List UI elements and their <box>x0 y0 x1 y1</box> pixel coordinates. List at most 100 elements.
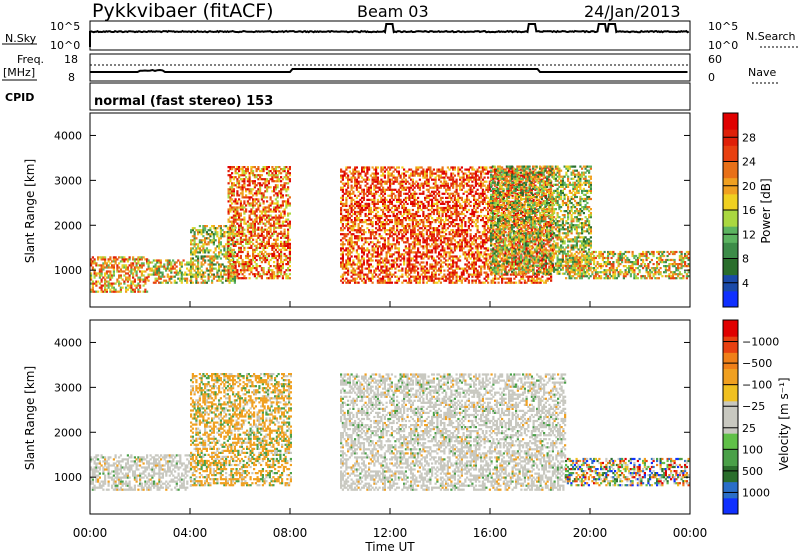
power-cell <box>420 261 423 264</box>
power-cell <box>125 272 128 275</box>
power-cell <box>173 281 176 284</box>
power-cell <box>441 231 444 234</box>
power-cell <box>151 267 154 270</box>
power-cell <box>218 243 221 246</box>
power-cell <box>119 274 122 277</box>
power-cell <box>459 239 462 242</box>
power-cell <box>125 290 128 293</box>
power-cell <box>478 281 481 284</box>
power-cell <box>418 206 421 210</box>
power-cell <box>443 239 446 242</box>
power-cell <box>429 223 432 226</box>
freq-label: Freq. <box>17 53 44 66</box>
power-cell <box>448 168 451 171</box>
power-cell <box>266 214 269 217</box>
power-cell <box>443 202 446 205</box>
power-cell <box>281 170 284 173</box>
power-cell <box>495 194 498 197</box>
power-cell <box>91 256 94 259</box>
power-cell <box>397 172 400 175</box>
power-cell <box>236 202 239 205</box>
power-cell <box>234 244 237 247</box>
power-cell <box>383 200 386 203</box>
power-cell <box>285 244 288 247</box>
power-cell <box>448 273 451 276</box>
power-cell <box>403 206 406 210</box>
power-cell <box>354 271 357 274</box>
power-cell <box>380 200 383 203</box>
power-cell <box>253 192 256 195</box>
power-cell <box>341 178 344 181</box>
power-cell <box>262 222 265 225</box>
power-cell <box>452 255 455 258</box>
power-cell <box>432 239 435 242</box>
power-cell <box>340 168 343 171</box>
power-cell <box>221 253 224 256</box>
power-cell <box>202 271 205 274</box>
power-cell <box>230 243 233 246</box>
power-cell <box>227 218 230 221</box>
power-cell <box>390 196 393 199</box>
power-cell <box>415 257 418 260</box>
power-cell <box>396 279 399 282</box>
power-cell <box>243 196 246 199</box>
power-cell <box>359 265 362 268</box>
power-cell <box>161 265 164 268</box>
power-cell <box>397 200 400 203</box>
power-cell <box>350 200 353 203</box>
power-cell <box>480 170 483 173</box>
power-cell <box>278 210 281 213</box>
power-cell <box>481 188 484 191</box>
power-cell <box>487 212 490 216</box>
power-cell <box>383 231 386 234</box>
power-cell <box>202 263 205 266</box>
power-cell <box>366 223 369 226</box>
power-cell <box>404 188 407 191</box>
power-cell <box>283 252 286 256</box>
power-cell <box>473 178 476 181</box>
power-cell <box>406 192 409 195</box>
power-cell <box>350 206 353 210</box>
power-cell <box>455 202 458 205</box>
power-cell <box>488 237 491 240</box>
power-cell <box>149 273 152 276</box>
power-cell <box>252 224 255 227</box>
power-cell <box>109 278 112 281</box>
power-cell <box>438 217 441 220</box>
power-cell <box>236 222 239 225</box>
power-cell <box>278 224 281 227</box>
power-cell <box>255 273 258 276</box>
power-cell <box>238 263 241 266</box>
power-cell <box>259 238 262 241</box>
power-cell <box>478 243 481 246</box>
power-cell <box>378 229 381 232</box>
power-cell <box>250 230 253 233</box>
power-cell <box>417 249 420 252</box>
power-cell <box>246 224 249 227</box>
power-cell <box>200 239 203 242</box>
power-cell <box>425 231 428 234</box>
power-cell <box>219 233 222 236</box>
power-cell <box>354 281 357 284</box>
power-cell <box>373 174 376 177</box>
power-cell <box>415 180 418 183</box>
power-cell <box>411 188 414 191</box>
power-cell <box>464 221 467 224</box>
power-cell <box>262 244 265 247</box>
power-cell <box>457 214 460 218</box>
power-cell <box>250 226 253 229</box>
power-cell <box>462 267 465 270</box>
power-cell <box>207 241 210 244</box>
power-cell <box>232 248 235 251</box>
power-cell <box>457 166 460 169</box>
power-cell <box>480 214 483 218</box>
power-cell <box>450 247 453 250</box>
power-cell <box>361 176 364 179</box>
power-cell <box>246 256 249 260</box>
power-cell <box>415 221 418 224</box>
power-cell <box>281 220 284 223</box>
power-cell <box>389 263 392 266</box>
power-cell <box>273 186 276 189</box>
power-cell <box>394 204 397 207</box>
power-cell <box>401 219 404 222</box>
